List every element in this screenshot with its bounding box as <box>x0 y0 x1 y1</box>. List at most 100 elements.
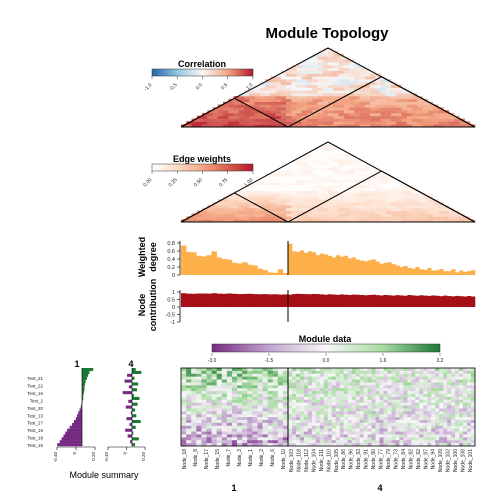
edge-weights-cell-cell <box>301 176 313 180</box>
correlation-cell-cell <box>286 67 297 71</box>
module-data-cell <box>272 368 279 372</box>
edge-weights-cell-cell <box>412 190 423 194</box>
edge-weights-cell-cell <box>291 176 303 180</box>
module-data-cell <box>363 376 368 380</box>
module-data-cell <box>455 370 460 375</box>
module-data-cell <box>282 368 289 372</box>
module-data-legend-ticks: -3.0 -1.5 0.0 1.6 3.2 <box>208 353 444 364</box>
edge-weights-cell-cell <box>254 202 266 206</box>
module-data-cell <box>463 422 468 427</box>
module-data-cell <box>181 385 187 389</box>
module-data-cell <box>216 394 223 398</box>
module-data-cell <box>295 431 301 435</box>
node-contribution-bar <box>423 295 428 307</box>
module-data-cell <box>282 382 289 386</box>
module-data-cell <box>211 425 217 429</box>
module-data-cell <box>359 396 364 401</box>
edge-weights-cell-cell <box>385 182 397 186</box>
module-data-cell <box>307 399 313 403</box>
module-data-cell <box>467 376 472 380</box>
edge-weights-cell-cell <box>307 162 318 166</box>
module-data-cell <box>181 368 187 372</box>
node-contribution-bar <box>257 294 263 307</box>
correlation-cell-cell <box>333 98 345 102</box>
module-data-cell <box>355 405 360 409</box>
edge-weights-cell-cell <box>249 182 261 186</box>
correlation-cell-cell <box>191 124 203 128</box>
weighted-degree-bar <box>277 269 284 275</box>
correlation-cell-cell <box>202 118 213 122</box>
module-data-cell <box>211 396 217 401</box>
module-data-cell <box>201 399 207 403</box>
module-data-cell <box>411 391 416 395</box>
edge-weights-cell-cell <box>354 176 366 180</box>
edge-weights-cell-cell <box>448 210 460 214</box>
module-data-cell <box>319 408 325 412</box>
module-data-cell <box>411 425 416 429</box>
module-data-cell <box>363 382 368 386</box>
module-data-cell <box>431 379 436 383</box>
module-data-cell <box>443 405 448 409</box>
module-data-cell <box>339 376 344 380</box>
module-data-cell <box>359 382 364 386</box>
edge-weights-cell-cell <box>349 202 360 206</box>
correlation-cell-cell <box>322 76 334 80</box>
summary-module-4-bar <box>132 431 134 435</box>
correlation-cell-cell <box>259 115 271 119</box>
correlation-cell-cell <box>228 115 240 119</box>
module-data-cell <box>295 394 301 398</box>
node-label: Node_93 <box>356 449 362 470</box>
edge-weights-cell-cell <box>354 159 366 163</box>
correlation-cell-cell <box>259 87 271 91</box>
module-data-cell <box>277 379 284 383</box>
edge-weights-cell-cell <box>328 184 339 189</box>
module-data-cell <box>379 425 384 429</box>
module-data-cell <box>242 382 248 386</box>
edge-weights-cell-cell <box>391 202 402 206</box>
module-data-cell <box>291 402 297 406</box>
correlation-cell-cell <box>223 124 234 128</box>
module-data-cell <box>471 437 476 441</box>
module-data-cell <box>252 388 258 392</box>
sample-label: Test_18 <box>27 436 43 441</box>
module-data-cell <box>191 394 197 398</box>
module-data-cell <box>423 422 428 427</box>
module-data-cell <box>327 402 333 406</box>
correlation-cell-cell <box>207 110 219 114</box>
module-data-cell <box>383 388 388 392</box>
module-data-cell <box>427 420 432 424</box>
module-data-cell <box>288 414 293 418</box>
module-data-cell <box>242 370 248 375</box>
correlation-cell-cell <box>291 87 303 91</box>
module-data-cell <box>288 370 293 375</box>
module-data-cell <box>231 434 238 438</box>
module-data-cell <box>439 368 444 372</box>
edge-weights-cell-cell <box>364 210 376 214</box>
node-contribution-bar <box>252 294 258 307</box>
module-data-cell <box>319 382 325 386</box>
module-data-cell <box>226 420 233 424</box>
module-data-cell <box>262 370 268 375</box>
module-data-cell <box>257 391 263 395</box>
module-data-cell <box>419 373 424 377</box>
module-data-cell <box>423 417 428 421</box>
correlation-cell-cell <box>244 112 255 117</box>
module-data-cell <box>272 420 279 424</box>
correlation-cell-cell <box>338 56 350 60</box>
module-data-cell <box>415 411 420 415</box>
edge-weights-cell-cell <box>196 210 208 214</box>
node-label: Node_82 <box>408 449 414 470</box>
module-data-cell <box>299 422 305 427</box>
module-data-cell <box>399 428 404 432</box>
edge-weights-cell-cell <box>312 159 324 163</box>
edge-weights-cell-cell <box>280 193 292 197</box>
module-data-cell <box>351 388 356 392</box>
module-data-cell <box>277 368 284 372</box>
module-data-cell <box>196 437 202 441</box>
module-data-cell <box>467 399 472 403</box>
module-data-cell <box>311 385 317 389</box>
correlation-cell-cell <box>433 118 444 122</box>
module-data-cell <box>339 414 344 418</box>
module-data-cell <box>431 431 436 435</box>
module-data-cell <box>262 440 268 444</box>
